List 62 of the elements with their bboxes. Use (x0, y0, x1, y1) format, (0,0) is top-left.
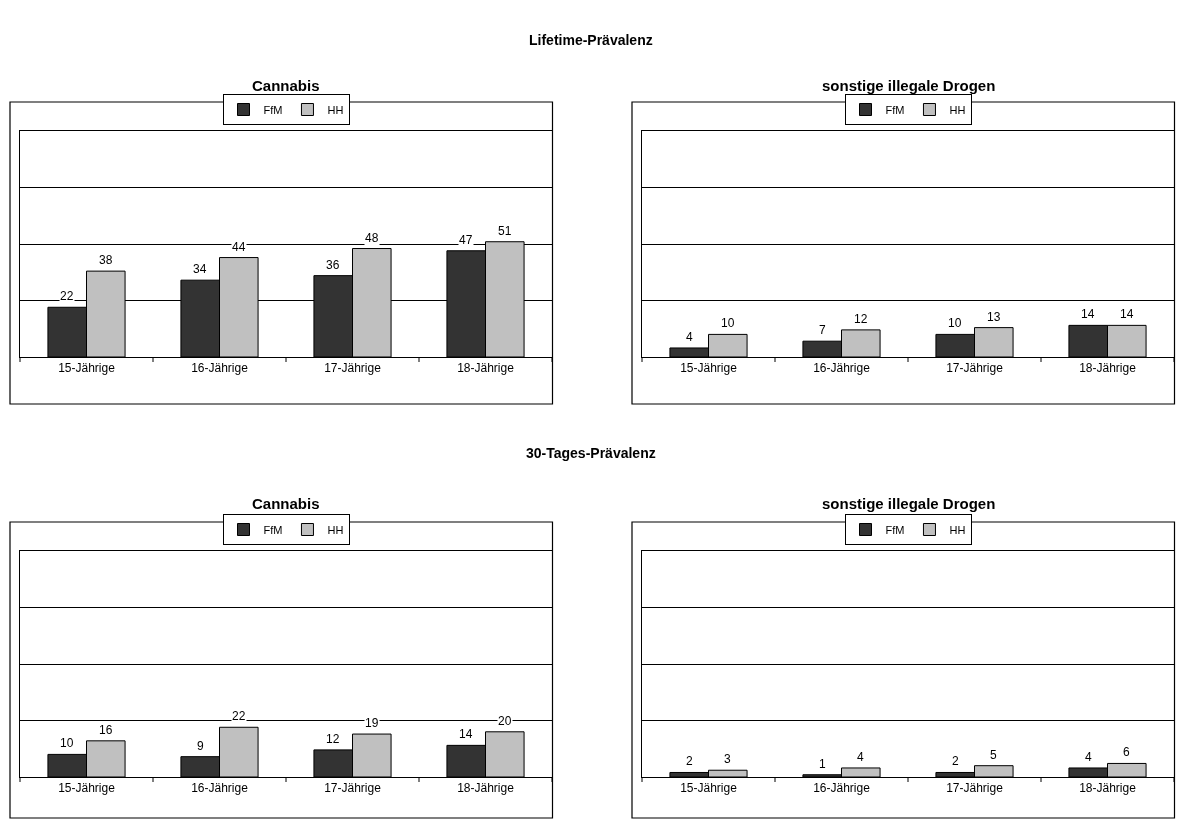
data-label: 4 (1085, 750, 1092, 764)
data-label: 10 (721, 316, 735, 330)
x-tick-label: 18-Jährige (1079, 361, 1137, 376)
x-tick-label: 18-Jährige (457, 361, 515, 376)
data-label: 34 (193, 262, 207, 276)
data-label: 6 (1123, 745, 1130, 759)
data-label: 1 (819, 757, 826, 771)
data-label: 10 (948, 316, 962, 330)
legend-label: FfM (263, 103, 283, 116)
x-tick-label: 17-Jährige (324, 781, 382, 796)
x-tick-label: 17-Jährige (324, 361, 382, 376)
x-tick-label: 16-Jährige (191, 361, 249, 376)
x-tick-label: 15-Jährige (680, 781, 738, 796)
data-label: 7 (819, 323, 826, 337)
legend-label: HH (327, 523, 344, 536)
data-label: 48 (365, 231, 379, 245)
data-label: 2 (952, 754, 959, 768)
chart-title: sonstige illegale Drogen (822, 77, 996, 94)
data-label: 16 (99, 723, 113, 737)
legend-label: HH (949, 523, 966, 536)
data-label: 5 (990, 748, 997, 762)
data-label: 10 (60, 736, 74, 750)
text: Lifetime-Prävalenz (529, 32, 653, 48)
legend-label: FfM (885, 103, 905, 116)
data-label: 19 (365, 716, 379, 730)
x-tick-label: 15-Jährige (680, 361, 738, 376)
chart-title: Cannabis (252, 77, 320, 94)
data-label: 36 (326, 258, 340, 272)
legend-label: HH (949, 103, 966, 116)
data-label: 2 (686, 754, 693, 768)
data-label: 14 (1081, 307, 1095, 321)
data-label: 38 (99, 253, 113, 267)
data-label: 13 (987, 310, 1001, 324)
data-label: 4 (686, 330, 693, 344)
data-label: 22 (232, 709, 246, 723)
chart-title: Cannabis (252, 495, 320, 512)
legend-label: HH (327, 103, 344, 116)
data-label: 3 (724, 752, 731, 766)
data-label: 9 (197, 739, 204, 753)
data-label: 12 (854, 312, 868, 326)
data-label: 51 (498, 224, 512, 238)
x-tick-label: 18-Jährige (457, 781, 515, 796)
data-label: 14 (459, 727, 473, 741)
text: 30-Tages-Prävalenz (526, 445, 656, 461)
data-label: 20 (498, 714, 512, 728)
x-tick-label: 16-Jährige (191, 781, 249, 796)
data-label: 14 (1120, 307, 1134, 321)
x-tick-label: 17-Jährige (946, 361, 1004, 376)
data-label: 44 (232, 240, 246, 254)
x-tick-label: 16-Jährige (813, 361, 871, 376)
data-label: 22 (60, 289, 74, 303)
data-label: 12 (326, 732, 340, 746)
data-label: 4 (857, 750, 864, 764)
x-tick-label: 17-Jährige (946, 781, 1004, 796)
x-tick-label: 18-Jährige (1079, 781, 1137, 796)
x-tick-label: 16-Jährige (813, 781, 871, 796)
x-tick-label: 15-Jährige (58, 781, 116, 796)
legend-label: FfM (263, 523, 283, 536)
data-label: 47 (459, 233, 473, 247)
chart-title: sonstige illegale Drogen (822, 495, 996, 512)
legend-label: FfM (885, 523, 905, 536)
x-tick-label: 15-Jährige (58, 361, 116, 376)
